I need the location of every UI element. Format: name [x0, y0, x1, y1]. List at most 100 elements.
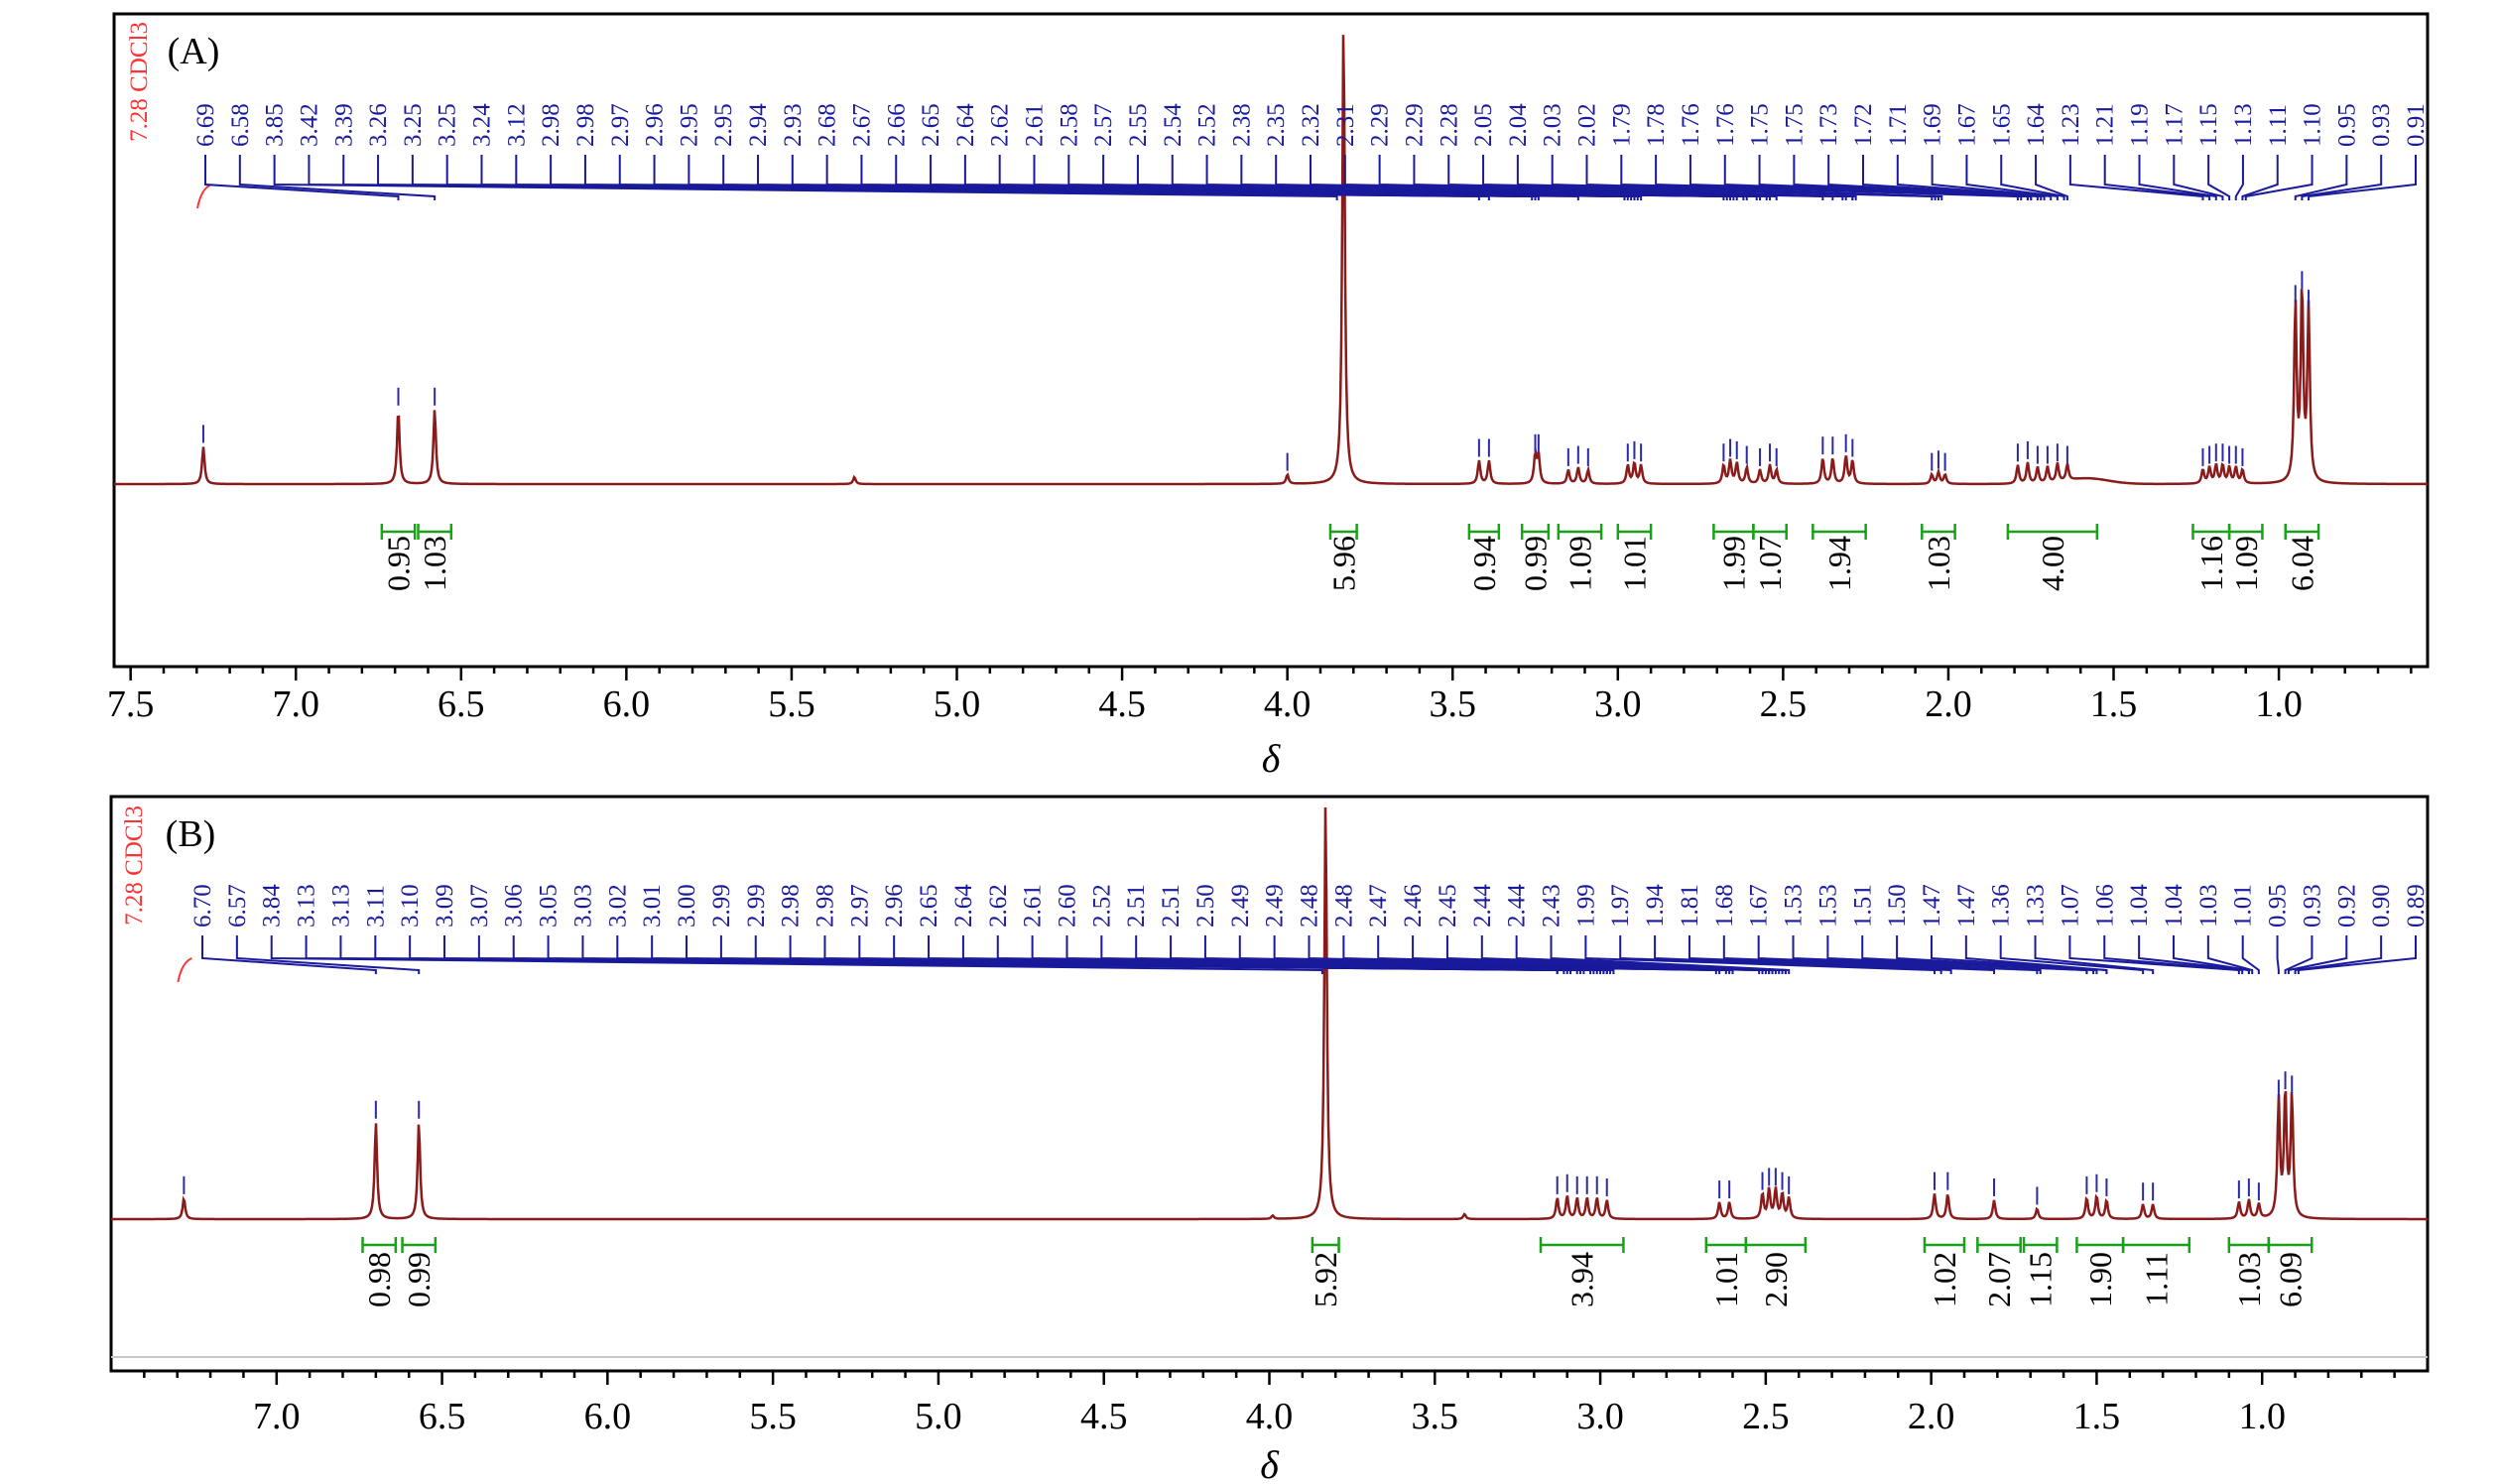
peak-label: 2.35: [1263, 103, 1290, 147]
integral-bracket: [2022, 1237, 2059, 1253]
peak-leader: [204, 155, 400, 200]
peak-label: 0.90: [2368, 884, 2395, 928]
integral-value: 1.03: [2231, 1252, 2267, 1307]
peak-label: 1.23: [2058, 103, 2084, 147]
integral-value: 3.94: [1564, 1252, 1600, 1307]
plot-frame: [109, 795, 2430, 1373]
peak-leader: [1826, 935, 2088, 974]
peak-leader: [1862, 155, 2043, 200]
peak-label: 3.10: [397, 884, 424, 928]
peak-leader: [2034, 935, 2155, 974]
peak-label: 1.04: [2161, 884, 2188, 928]
peak-leader: [2241, 935, 2260, 974]
peak-label: 2.95: [676, 103, 702, 147]
peak-label: 2.05: [1470, 103, 1497, 147]
integral-bracket: [1921, 524, 1956, 540]
x-tick-label: 3.0: [1576, 1396, 1624, 1437]
peak-label: 2.68: [814, 103, 841, 147]
x-tick-label: 4.0: [1264, 683, 1312, 725]
peak-leader: [2138, 155, 2217, 200]
peak-label: 2.38: [1228, 103, 1255, 147]
peak-leader: [2207, 155, 2231, 200]
peak-label: 2.62: [985, 884, 1012, 928]
peak-label: 2.95: [710, 103, 737, 147]
peak-leader: [2234, 155, 2244, 200]
peak-label: 1.99: [1572, 884, 1599, 928]
peak-label: 2.99: [708, 884, 735, 928]
peak-leader: [2068, 155, 2204, 200]
peak-leader: [1896, 155, 2046, 200]
peak-label: 2.51: [1158, 884, 1185, 928]
peak-label: 1.69: [1920, 103, 1946, 147]
peak-label: 2.46: [1400, 884, 1427, 928]
peak-label: 3.11: [362, 885, 389, 928]
peak-label: 2.99: [743, 884, 770, 928]
peak-label: 2.98: [812, 884, 838, 928]
peak-leader: [2103, 935, 2244, 974]
peak-label: 2.57: [1090, 103, 1117, 147]
peak-label: 3.12: [503, 103, 530, 147]
x-tick-label: 2.5: [1742, 1396, 1790, 1437]
peak-leader: [1827, 155, 2039, 200]
peak-label: 2.65: [916, 884, 942, 928]
peak-label: 0.95: [2265, 884, 2292, 928]
peak-label: 2.54: [1160, 103, 1187, 147]
peak-label: 1.73: [1815, 103, 1842, 147]
integral-bracket: [2267, 1237, 2313, 1253]
peak-label: 1.50: [1884, 884, 1911, 928]
peak-leader: [2301, 155, 2383, 200]
integral-value: 1.09: [1562, 536, 1597, 591]
peak-label: 3.25: [400, 103, 427, 147]
x-tick-label: 1.0: [2238, 1396, 2286, 1437]
peak-label: 1.21: [2092, 103, 2119, 147]
integral-value: 5.96: [1325, 536, 1361, 591]
peak-label: 2.52: [1088, 884, 1115, 928]
integral-bracket: [1328, 524, 1358, 540]
integral-value: 5.92: [1308, 1252, 1343, 1307]
integral-bracket: [380, 524, 417, 540]
x-tick-label: 6.5: [419, 1396, 466, 1437]
peak-label: 6.69: [192, 103, 219, 147]
peak-leader: [2244, 155, 2313, 200]
peak-label: 3.13: [294, 884, 320, 928]
peak-label: 2.58: [1056, 103, 1082, 147]
peak-label: 2.55: [1125, 103, 1152, 147]
integral-value: 1.94: [1821, 536, 1857, 591]
integral-bracket: [417, 524, 453, 540]
peak-label: 3.26: [365, 103, 392, 147]
peak-label: 1.75: [1781, 103, 1808, 147]
peak-label: 2.31: [1332, 103, 1359, 147]
peak-label: 0.92: [2333, 884, 2360, 928]
peak-leader: [2294, 935, 2383, 974]
peak-label: 1.53: [1781, 884, 1808, 928]
x-tick-label: 7.0: [253, 1396, 301, 1437]
peak-leader: [2173, 155, 2224, 200]
peak-label: 3.85: [262, 103, 289, 147]
peak-leader: [2287, 935, 2348, 974]
peak-label: 1.06: [2091, 884, 2118, 928]
peak-label: 2.49: [1227, 884, 1254, 928]
peak-label: 1.47: [1919, 884, 1945, 928]
peak-label: 3.02: [604, 884, 631, 928]
integral-value: 4.00: [2035, 536, 2070, 591]
peak-label: 2.29: [1401, 103, 1428, 147]
peak-label: 2.50: [1192, 884, 1219, 928]
integral-bracket: [2227, 1237, 2271, 1253]
peak-label: 6.70: [189, 884, 216, 928]
integral-bracket: [2284, 524, 2320, 540]
peak-label: 2.03: [1540, 103, 1566, 147]
integral-value: 0.98: [361, 1252, 397, 1307]
x-axis-label: δ: [1262, 736, 1282, 781]
spectrum-panel-a: (A) 7.28 CDCl3 6.69 6.58 3.85 3.42 3.39 3.26 3.2…: [107, 12, 2430, 781]
spectrum-line: [114, 35, 2428, 486]
peak-leader: [2284, 935, 2313, 974]
integral-value: 1.09: [2228, 536, 2264, 591]
integral-bracket: [1704, 1237, 1748, 1253]
peak-leader: [201, 935, 377, 974]
integral-value: 6.09: [2273, 1252, 2309, 1307]
peak-label: 2.96: [881, 884, 908, 928]
x-tick-label: 2.0: [1925, 683, 1972, 725]
peak-label: 0.95: [2333, 103, 2360, 147]
peak-label: 0.89: [2403, 884, 2430, 928]
